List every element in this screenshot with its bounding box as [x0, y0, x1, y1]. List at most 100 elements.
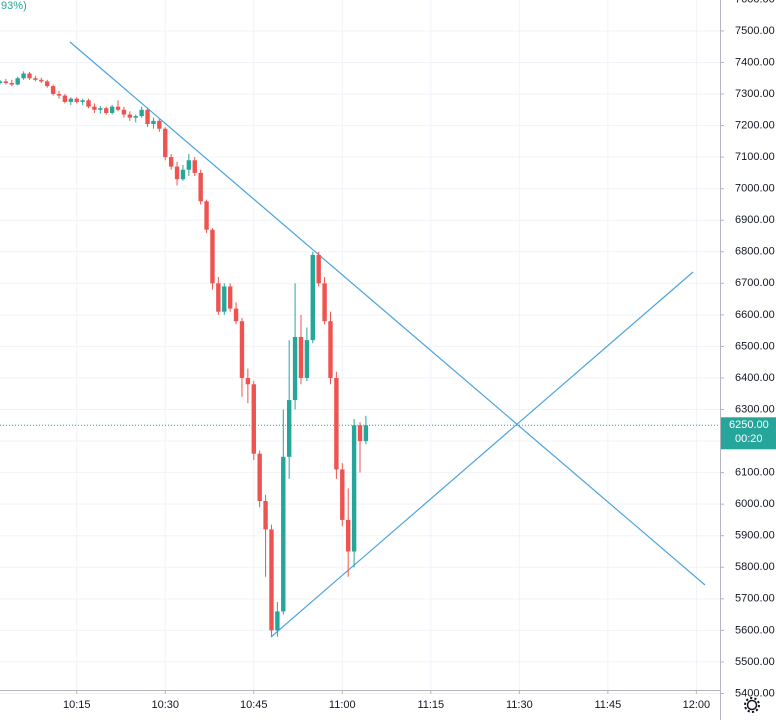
header-text: .93%) — [0, 0, 27, 12]
drawings — [69, 41, 706, 638]
candle-body — [50, 86, 56, 95]
x-tick-label: 10:30 — [151, 699, 179, 711]
candle-body — [80, 100, 85, 102]
y-tick-label: 6100.00 — [735, 467, 775, 479]
candle-body — [157, 120, 162, 129]
y-tick-label: 7300.00 — [735, 88, 775, 100]
candle-body — [227, 286, 233, 309]
y-tick-label: 6600.00 — [735, 309, 775, 321]
candle-body — [127, 114, 133, 118]
y-tick-label: 7000.00 — [735, 183, 775, 195]
candle-body — [3, 81, 9, 83]
candle-body — [56, 94, 62, 96]
candle-body — [298, 336, 304, 378]
candle-body — [334, 377, 339, 470]
y-tick-label: 7400.00 — [735, 56, 775, 68]
candle-body — [351, 425, 357, 552]
x-tick-label: 12:00 — [683, 699, 711, 711]
candle-body — [45, 81, 50, 87]
candle-body — [275, 611, 280, 631]
candle-body — [216, 283, 221, 312]
y-tick-label: 5900.00 — [735, 530, 775, 542]
x-tick-label: 11:00 — [329, 699, 356, 711]
candle-body — [33, 78, 38, 80]
y-tick-label: 6500.00 — [735, 340, 775, 352]
candle-body — [163, 128, 168, 158]
candle-body — [186, 160, 192, 170]
x-tick-label: 10:15 — [63, 699, 91, 711]
candle-body — [304, 340, 310, 378]
y-tick-label: 5500.00 — [735, 656, 775, 668]
candle-body — [68, 98, 74, 102]
candle-body — [328, 321, 333, 378]
y-tick-label: 7600.00 — [735, 0, 775, 5]
y-tick-label: 6700.00 — [735, 277, 775, 289]
candle-body — [98, 108, 103, 110]
y-tick-label: 7100.00 — [735, 151, 775, 163]
countdown-label: 00:20 — [735, 433, 763, 445]
candle-body — [27, 73, 32, 79]
candle-body — [180, 169, 186, 180]
y-tick-label: 5800.00 — [735, 561, 775, 573]
trend-line[interactable] — [270, 271, 694, 638]
candle-body — [322, 283, 327, 322]
candle-body — [0, 81, 3, 83]
candle-body — [115, 106, 121, 110]
candle-body — [281, 456, 286, 612]
candle-body — [104, 108, 109, 113]
last-price-label: 6250.00 — [729, 419, 769, 431]
candle-body — [222, 286, 227, 312]
candle-body — [92, 106, 97, 110]
candle-body — [239, 321, 245, 378]
y-tick-label: 7500.00 — [735, 25, 775, 37]
candle-body — [357, 425, 363, 442]
candle-body — [316, 254, 321, 284]
candle-body — [192, 160, 197, 173]
x-tick-label: 11:15 — [417, 699, 444, 711]
y-tick-label: 6400.00 — [735, 372, 775, 384]
x-tick-label: 10:45 — [240, 699, 268, 711]
candle-body — [269, 529, 274, 631]
candle-body — [310, 254, 315, 341]
candle-body — [74, 98, 79, 102]
candle-body — [168, 157, 174, 167]
y-tick-label: 6000.00 — [735, 498, 775, 510]
candle-body — [145, 109, 150, 124]
trend-line[interactable] — [69, 41, 706, 586]
candle-body — [121, 109, 127, 115]
candle-body — [151, 120, 156, 124]
x-tick-label: 11:30 — [506, 699, 533, 711]
settings-icon[interactable] — [744, 697, 760, 713]
y-tick-label: 6900.00 — [735, 214, 775, 226]
candle-body — [9, 82, 15, 85]
candle-body — [133, 116, 138, 118]
x-tick-label: 11:45 — [595, 699, 622, 711]
candle-body — [62, 95, 68, 102]
candle-body — [263, 501, 268, 530]
candle-body — [204, 201, 209, 230]
y-tick-label: 5400.00 — [735, 687, 775, 699]
plot — [0, 71, 720, 637]
candle-body — [257, 453, 262, 502]
candle-body — [15, 78, 20, 85]
y-tick-label: 6800.00 — [735, 246, 775, 258]
candle-body — [345, 519, 351, 552]
candle-body — [198, 172, 203, 202]
y-tick-label: 5700.00 — [735, 593, 775, 605]
candle-body — [86, 100, 91, 107]
y-tick-label: 6300.00 — [735, 403, 775, 415]
candle-body — [174, 166, 180, 180]
y-tick-label: 5600.00 — [735, 624, 775, 636]
candle-body — [363, 425, 369, 442]
candle-body — [21, 73, 26, 79]
candle-body — [233, 308, 239, 322]
candle-body — [286, 400, 292, 457]
candle-body — [139, 109, 144, 117]
candle-body — [292, 336, 298, 401]
candle-body — [109, 106, 115, 113]
candle-body — [39, 79, 44, 82]
candle-body — [340, 469, 345, 520]
last-price-box — [721, 417, 776, 450]
